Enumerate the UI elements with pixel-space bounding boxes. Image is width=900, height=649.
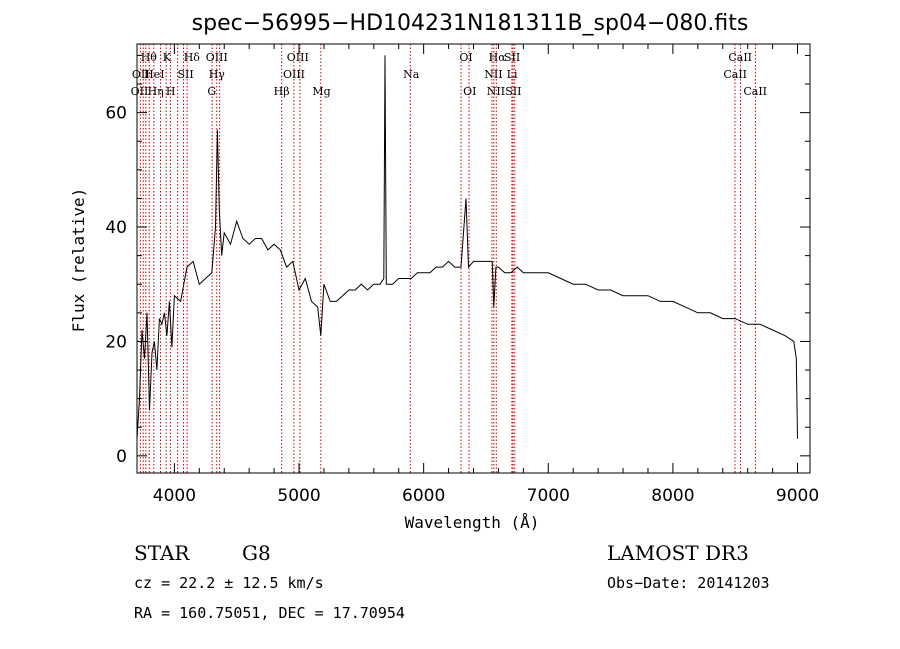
line-label: K	[163, 51, 172, 64]
line-label: Hδ	[184, 51, 201, 64]
line-label: Hγ	[209, 68, 226, 81]
y-tick-label: 20	[105, 332, 127, 352]
line-label: OII	[131, 85, 149, 98]
line-label: Mg	[312, 85, 330, 98]
y-axis-ticks: 0 20 40 60	[105, 54, 810, 467]
spectrum-chart: spec−56995−HD104231N181311B_sp04−080.fit…	[69, 11, 819, 532]
x-tick-label: 8000	[651, 486, 694, 506]
x-tick-label: 6000	[402, 486, 445, 506]
cz-value: cz = 22.2 ± 12.5 km/s	[134, 574, 324, 592]
spectrum-line	[136, 55, 798, 439]
chart-title: spec−56995−HD104231N181311B_sp04−080.fit…	[192, 11, 749, 36]
line-label: SII	[177, 68, 193, 81]
spectral-subclass: G8	[242, 541, 271, 565]
x-tick-label: 7000	[527, 486, 570, 506]
line-label: SII	[505, 85, 521, 98]
line-label: Hη	[148, 85, 164, 98]
line-label: Na	[403, 68, 420, 81]
line-label: OIII	[206, 51, 228, 64]
line-label: OI	[463, 85, 476, 98]
line-label: OI	[459, 51, 472, 64]
line-label: H	[166, 85, 176, 98]
coordinates: RA = 160.75051, DEC = 17.70954	[134, 604, 405, 622]
y-tick-label: 40	[105, 218, 127, 238]
y-tick-label: 60	[105, 104, 127, 124]
survey-name: LAMOST DR3	[607, 541, 749, 565]
x-axis-ticks: 4000 5000 6000 7000 8000 9000	[153, 44, 819, 506]
x-tick-label: 5000	[277, 486, 320, 506]
line-label: OIII	[287, 51, 309, 64]
line-label: HeI	[144, 68, 164, 81]
x-axis-label: Wavelength (Å)	[405, 513, 540, 532]
line-label: G	[207, 85, 216, 98]
line-label: NII	[484, 68, 502, 81]
y-axis-label: Flux (relative)	[69, 188, 88, 333]
x-tick-label: 4000	[153, 486, 196, 506]
x-tick-label: 9000	[776, 486, 819, 506]
plot-frame	[136, 43, 811, 474]
line-label: CaII	[743, 85, 767, 98]
line-label: Hβ	[274, 85, 290, 98]
object-class: STAR	[134, 541, 190, 565]
line-label: NII	[487, 85, 505, 98]
obs-date: Obs−Date: 20141203	[607, 574, 770, 592]
line-label: SII	[504, 51, 520, 64]
emission-line-markers	[139, 44, 756, 473]
line-label: CaII	[723, 68, 747, 81]
y-tick-label: 0	[116, 447, 127, 467]
line-label: Li	[507, 68, 518, 81]
line-label: OIII	[283, 68, 305, 81]
line-label: OII	[132, 68, 150, 81]
line-label: Hθ	[141, 51, 158, 64]
line-label: Hα	[489, 51, 507, 64]
line-label: CaII	[728, 51, 752, 64]
